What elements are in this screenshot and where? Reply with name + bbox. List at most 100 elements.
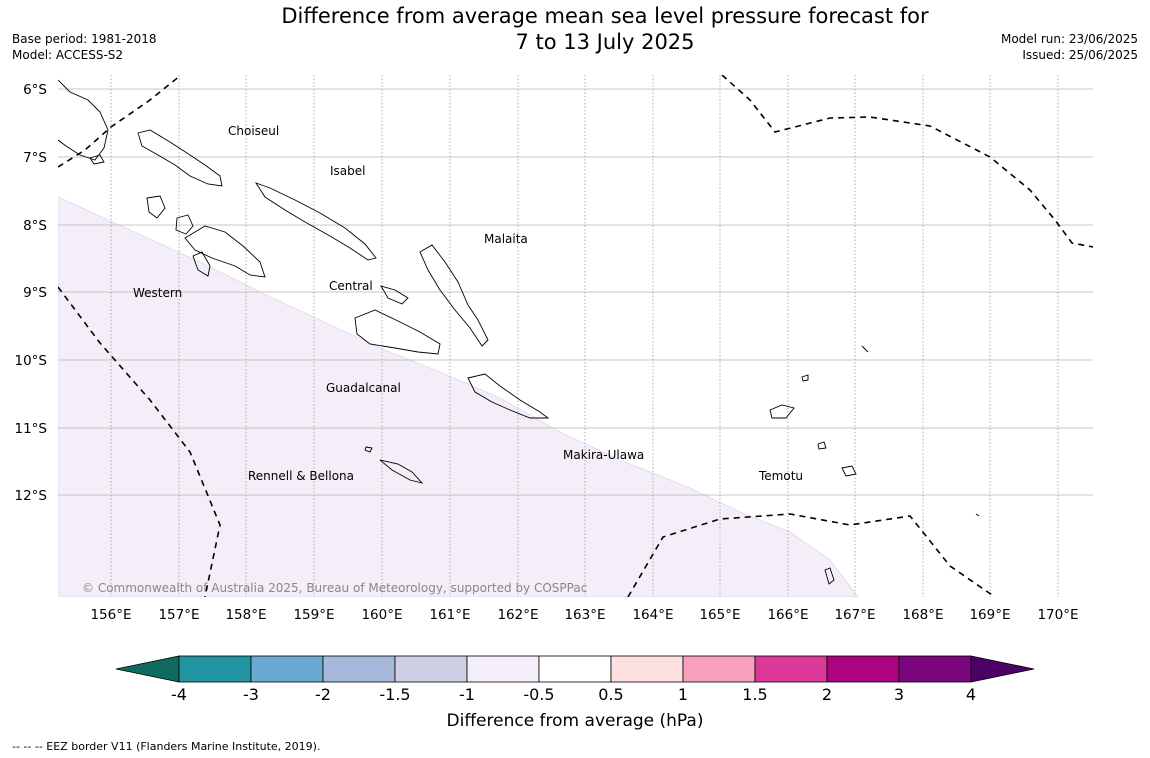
region-label-choiseul: Choiseul: [228, 124, 279, 138]
eez-border-north-east: [721, 75, 1093, 248]
lat-label-11s: 11°S: [15, 421, 48, 437]
colorbar-tick-1: 1: [678, 685, 688, 704]
lon-label-157e: 157°E: [158, 607, 199, 623]
vella-lavella-coast: [146, 195, 166, 219]
metadata-left: Base period: 1981-2018 Model: ACCESS-S2: [12, 31, 157, 63]
copyright-notice: © Commonwealth of Australia 2025, Bureau…: [82, 581, 587, 595]
rennell-coast: [379, 459, 424, 484]
latitude-labels: 6°S 7°S 8°S 9°S 10°S 11°S 12°S: [15, 82, 48, 504]
ontong-java-islet: [861, 345, 869, 353]
colorbar-bin-4: [394, 655, 468, 683]
anomaly-shading: [58, 196, 859, 597]
lon-label-160e: 160°E: [361, 607, 402, 623]
graticule: [58, 75, 1093, 597]
colorbar-bin-2: [250, 655, 324, 683]
region-label-temotu: Temotu: [758, 469, 803, 483]
lon-label-161e: 161°E: [429, 607, 470, 623]
southern-islet-coast: [824, 567, 835, 585]
lon-label-169e: 169°E: [969, 607, 1010, 623]
isabel-coast: [254, 182, 377, 261]
utupua-coast: [817, 441, 827, 450]
kolombangara-coast: [175, 214, 194, 235]
colorbar-tick-minus-0-5: -0.5: [523, 685, 554, 704]
colorbar-bin-7: [610, 655, 684, 683]
longitude-labels: 156°E 157°E 158°E 159°E 160°E 161°E 162°…: [90, 607, 1078, 623]
rendova-coast: [192, 251, 211, 277]
colorbar-tick-minus-1-5: -1.5: [379, 685, 410, 704]
title-line-2: 7 to 13 July 2025: [515, 30, 695, 54]
santa-cruz-coast: [769, 404, 795, 419]
colorbar-bin-11: [898, 655, 972, 683]
colorbar-tick-3: 3: [894, 685, 904, 704]
colorbar-bin-10: [826, 655, 900, 683]
anomaly-region: [58, 196, 859, 597]
latitude-gridlines: [58, 88, 1093, 496]
vanikoro-coast: [841, 465, 857, 477]
map-title: Difference from average mean sea level p…: [200, 3, 1010, 55]
bellona-coast: [364, 446, 373, 453]
florida-islands-coast: [380, 285, 409, 305]
lon-label-170e: 170°E: [1037, 607, 1078, 623]
region-label-rennell-bellona: Rennell & Bellona: [248, 469, 354, 483]
base-period-text: Base period: 1981-2018: [12, 32, 157, 46]
colorbar-tick-minus-1: -1: [459, 685, 475, 704]
colorbar-tick-1-5: 1.5: [742, 685, 767, 704]
eez-border-north-west: [58, 75, 182, 168]
metadata-right: Model run: 23/06/2025 Issued: 25/06/2025: [1001, 31, 1138, 63]
colorbar-tick-minus-3: -3: [243, 685, 259, 704]
makira-coast: [467, 373, 550, 419]
coastlines: [58, 79, 980, 585]
lon-label-162e: 162°E: [497, 607, 538, 623]
colorbar-tick-minus-4: -4: [171, 685, 187, 704]
lon-label-159e: 159°E: [293, 607, 334, 623]
colorbar-bin-3: [322, 655, 396, 683]
lat-label-9s: 9°S: [23, 285, 47, 301]
colorbar-bin-9: [754, 655, 828, 683]
bougainville-small-island: [89, 154, 105, 165]
colorbar-extend-max: [970, 655, 1035, 683]
eez-borders: [58, 75, 1093, 597]
lon-label-165e: 165°E: [699, 607, 740, 623]
eez-border-west: [58, 286, 221, 597]
lon-label-168e: 168°E: [902, 607, 943, 623]
colorbar-tick-2: 2: [822, 685, 832, 704]
title-line-1: Difference from average mean sea level p…: [281, 4, 929, 28]
lat-label-6s: 6°S: [23, 82, 47, 98]
region-labels: Choiseul Isabel Malaita Western Central …: [133, 124, 803, 483]
lat-label-12s: 12°S: [15, 488, 48, 504]
colorbar: -4 -3 -2 -1.5 -1 -0.5 0.5 1 1.5 2 3 4 Di…: [115, 655, 1035, 731]
lat-label-8s: 8°S: [23, 218, 47, 234]
malaita-coast: [419, 244, 489, 347]
lat-label-10s: 10°S: [15, 353, 48, 369]
colorbar-tick-0-5: 0.5: [598, 685, 623, 704]
lon-label-156e: 156°E: [90, 607, 131, 623]
colorbar-tick-4: 4: [966, 685, 976, 704]
bougainville-coast: [58, 79, 109, 161]
colorbar-bin-5: [466, 655, 540, 683]
lon-label-166e: 166°E: [767, 607, 808, 623]
eez-footnote: -- -- -- EEZ border V11 (Flanders Marine…: [12, 740, 321, 753]
lon-label-158e: 158°E: [225, 607, 266, 623]
colorbar-bin-1: [178, 655, 252, 683]
new-georgia-coast: [184, 225, 266, 278]
model-text: Model: ACCESS-S2: [12, 48, 124, 62]
colorbar-bin-6: [538, 655, 612, 683]
lon-label-163e: 163°E: [564, 607, 605, 623]
colorbar-extend-min: [115, 655, 180, 683]
anuta-islet: [975, 513, 980, 517]
choiseul-coast: [137, 129, 223, 187]
colorbar-bin-8: [682, 655, 756, 683]
colorbar-label: Difference from average (hPa): [447, 711, 704, 731]
eez-border-south-east: [627, 513, 996, 597]
region-label-malaita: Malaita: [484, 232, 528, 246]
lon-label-167e: 167°E: [834, 607, 875, 623]
region-label-guadalcanal: Guadalcanal: [326, 381, 401, 395]
region-label-central: Central: [329, 279, 373, 293]
issued-text: Issued: 25/06/2025: [1022, 48, 1138, 62]
colorbar-tick-minus-2: -2: [315, 685, 331, 704]
region-label-western: Western: [133, 286, 182, 300]
lat-label-7s: 7°S: [23, 150, 47, 166]
region-label-isabel: Isabel: [330, 164, 365, 178]
guadalcanal-coast: [354, 309, 441, 355]
